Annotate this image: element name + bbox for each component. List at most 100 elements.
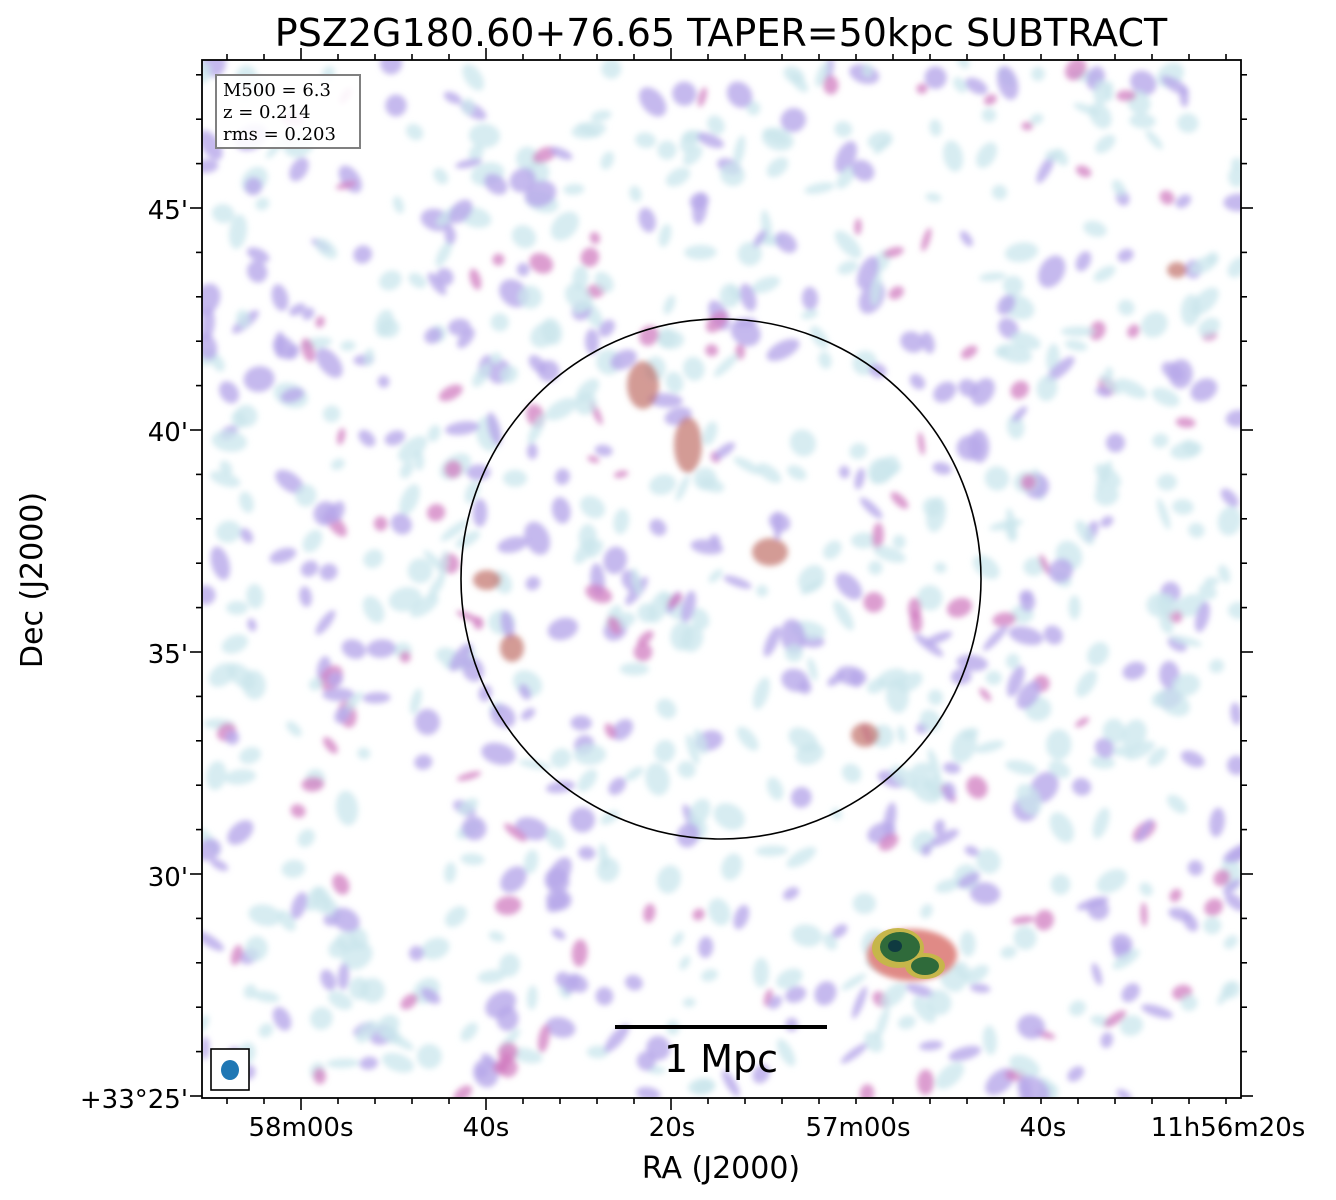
noise-blob [555,971,571,987]
noise-blob [472,498,488,527]
noise-blob [733,456,762,475]
noise-blob [488,931,505,942]
beam-indicator [210,1048,250,1091]
noise-blob [381,1052,414,1073]
noise-blob [633,642,653,662]
noise-blob [1016,680,1041,710]
noise-blob [1002,275,1024,296]
noise-blob [831,924,848,939]
noise-blob [1190,255,1217,275]
noise-blob [1180,294,1201,326]
noise-blob [427,575,445,600]
noise-blob [992,612,1017,627]
noise-blob [1017,1014,1045,1040]
noise-blob [1116,1089,1132,1098]
noise-blob [1031,66,1045,82]
noise-blob [247,618,257,632]
noise-blob [692,192,708,225]
noise-blob [464,480,480,504]
axis-ticks [190,48,1253,1110]
x-tick-label: 11h56m20s [1151,1113,1306,1143]
noise-blob [964,964,989,985]
noise-blob [690,539,724,555]
y-tick-label: 40' [148,418,188,448]
noise-blob [281,859,306,878]
noise-blob [1159,612,1174,635]
noise-blob [981,108,997,123]
noise-blob [364,348,375,366]
noise-blob [1125,740,1155,760]
noise-blob [736,726,759,751]
noise-blob [927,689,944,706]
noise-blob [1140,902,1148,927]
noise-blob [752,677,770,710]
noise-blob [684,244,717,260]
emission-peak [473,570,501,590]
noise-blob [751,276,781,294]
noise-blob [929,119,942,137]
noise-blob [518,684,532,700]
noise-blob [1122,661,1146,680]
noise-blob [637,603,657,623]
noise-blob [1021,121,1033,131]
noise-blob [921,331,935,354]
noise-blob [730,318,761,347]
noise-blob [1157,473,1178,491]
noise-blob [657,330,685,350]
figure-title: PSZ2G180.60+76.65 TAPER=50kpc SUBTRACT [275,11,1168,55]
noise-blob [979,687,992,702]
noise-blob [1060,326,1096,337]
noise-blob [1117,248,1134,263]
noise-blob [1023,557,1045,576]
noise-blob [1103,1010,1127,1028]
noise-blob [957,60,970,69]
noise-blob [545,828,566,850]
noise-blob [1117,299,1135,316]
noise-blob [462,657,484,682]
noise-blob [1104,366,1114,380]
noise-blob [705,344,719,357]
x-axis-tick-labels: 58m00s 40s 20s 57m00s 40s 11h56m20s [248,1113,1305,1143]
noise-blob [604,723,616,739]
noise-blob [518,285,543,309]
noise-blob [697,87,708,107]
noise-blob [833,600,854,631]
noise-blob [326,1058,360,1069]
noise-blob [1157,498,1171,530]
noise-blob [1204,898,1223,917]
noise-blob [1075,669,1098,698]
noise-blob [458,798,479,815]
noise-blob [1095,387,1112,397]
noise-blob [589,231,601,245]
noise-blob [1161,75,1189,95]
noise-blob [496,1006,519,1032]
noise-blob [399,651,411,663]
noise-blob [699,477,725,493]
noise-blob [392,196,405,214]
noise-blob [837,260,858,275]
noise-blob [390,513,412,535]
noise-blob [550,211,580,241]
noise-blob [211,204,235,224]
noise-blob [935,1062,965,1090]
noise-blob [912,996,936,1023]
noise-blob [761,127,794,151]
noise-blob [219,381,240,404]
noise-blob [1087,898,1110,921]
noise-blob [721,1070,740,1097]
noise-blob [239,746,262,765]
noise-blob [379,270,402,291]
noise-blob [781,668,809,692]
noise-blob [1043,625,1063,645]
noise-blob [707,115,725,135]
noise-blob [408,945,424,961]
noise-blob [377,375,390,388]
noise-blob [733,904,750,930]
noise-blob [645,762,670,796]
noise-blob [685,734,700,765]
noise-blob [502,469,528,487]
noise-blob [1166,794,1188,814]
noise-blob [527,413,546,445]
noise-blob [1136,818,1153,843]
noise-blob [330,458,345,471]
